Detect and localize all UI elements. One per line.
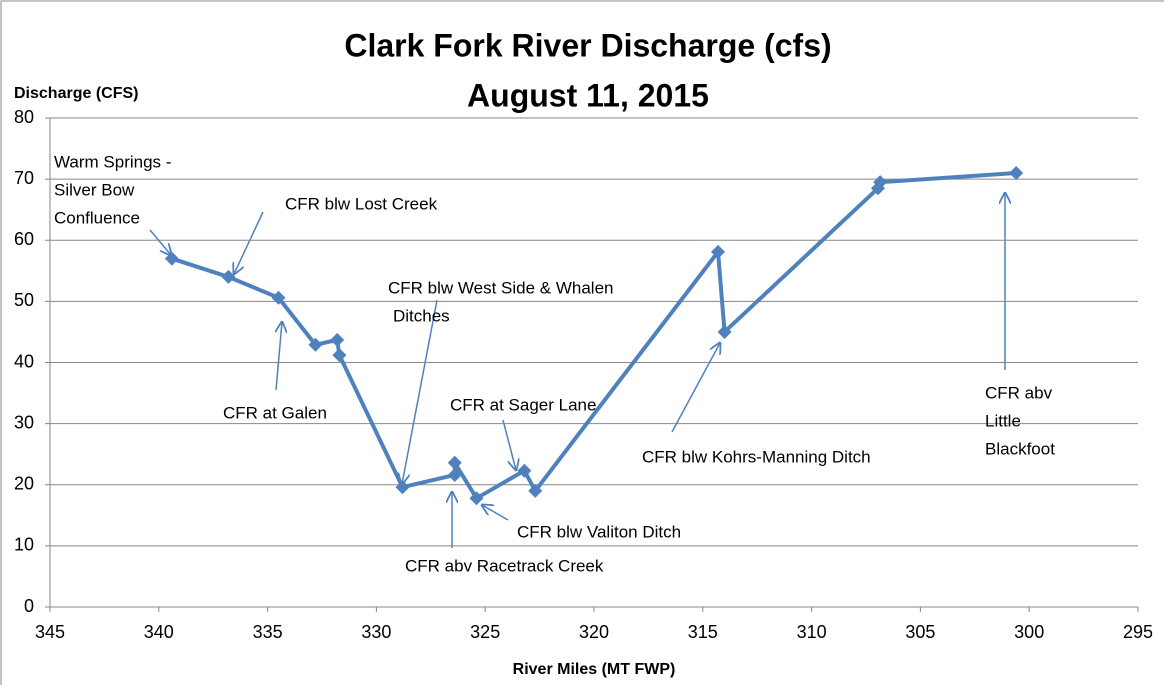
annotation: CFR at Galen [223,403,327,422]
x-tick-label: 330 [361,622,391,642]
data-point [873,175,888,190]
annotation: CFR blw Kohrs-Manning Ditch [642,447,871,466]
y-tick-label: 70 [14,168,34,188]
data-point [332,348,347,363]
data-point [717,324,732,339]
y-tick-label: 60 [14,229,34,249]
x-tick-label: 335 [253,622,283,642]
arrow [502,419,516,470]
y-tick-label: 30 [14,412,34,432]
x-tick-label: 295 [1123,622,1153,642]
annotation: Blackfoot [985,439,1055,458]
annotation: CFR abv Racetrack Creek [405,556,604,575]
x-tick-label: 340 [144,622,174,642]
data-point [164,251,179,266]
data-point [1009,166,1024,181]
arrow [234,211,264,274]
annotation: Silver Bow [54,180,135,199]
x-axis-title: River Miles (MT FWP) [513,661,676,678]
y-tick-label: 50 [14,290,34,310]
y-axis-title: Discharge (CFS) [14,85,138,102]
data-line [171,171,1017,501]
annotation: CFR abv [985,383,1053,402]
arrow [482,505,509,521]
annotation: CFR blw West Side & Whalen [388,278,613,297]
y-tick-label: 0 [24,596,34,616]
x-tick-label: 305 [905,622,935,642]
data-point [447,455,462,470]
annotation: CFR blw Valiton Ditch [517,522,681,541]
annotation: CFR blw Lost Creek [285,194,438,213]
data-point [395,480,410,495]
x-tick-label: 300 [1014,622,1044,642]
x-tick-label: 345 [35,622,65,642]
arrow [276,322,282,391]
data-point [447,467,462,482]
annotation-arrows [149,193,1005,548]
annotation: Ditches [393,306,450,325]
x-tick-label: 320 [579,622,609,642]
annotation: CFR at Sager Lane [450,395,596,414]
annotation: Confluence [54,208,140,227]
data-point [469,491,484,506]
chart-subtitle: August 11, 2015 [467,77,709,113]
data-point [330,332,345,347]
data-point [528,483,543,498]
data-point [517,463,532,478]
data-point [308,337,323,352]
arrow [671,343,720,433]
data-point [711,244,726,259]
data-point [221,269,236,284]
x-tick-label: 315 [688,622,718,642]
y-tick-label: 20 [14,474,34,494]
chart-title: Clark Fork River Discharge (cfs) [344,27,831,63]
data-point [271,290,286,305]
x-tick-label: 325 [470,622,500,642]
annotation: Little [985,411,1021,430]
arrow [402,299,438,484]
x-tick-label: 310 [797,622,827,642]
arrow [149,229,171,255]
y-tick-label: 80 [14,107,34,127]
y-tick-label: 10 [14,535,34,555]
annotation: Warm Springs - [54,152,171,171]
y-tick-label: 40 [14,351,34,371]
